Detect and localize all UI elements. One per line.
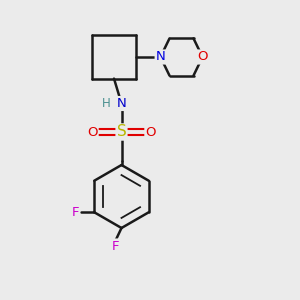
Text: F: F bbox=[112, 239, 119, 253]
Text: N: N bbox=[156, 50, 165, 64]
Text: O: O bbox=[87, 125, 98, 139]
Text: H: H bbox=[101, 97, 110, 110]
Text: N: N bbox=[117, 97, 126, 110]
Text: S: S bbox=[117, 124, 126, 140]
Text: F: F bbox=[72, 206, 79, 219]
Text: O: O bbox=[197, 50, 208, 64]
Text: O: O bbox=[145, 125, 156, 139]
